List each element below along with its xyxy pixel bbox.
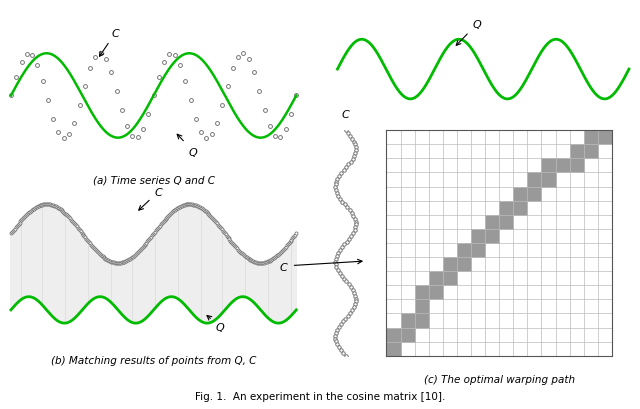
Bar: [401, 328, 415, 342]
Bar: [527, 173, 541, 187]
Bar: [429, 285, 443, 299]
Bar: [499, 201, 513, 215]
Bar: [471, 243, 485, 257]
Bar: [499, 215, 513, 229]
Bar: [387, 328, 401, 342]
Bar: [443, 272, 457, 285]
Text: $Q$: $Q$: [177, 135, 198, 158]
Bar: [541, 159, 556, 173]
Text: (c) The optimal warping path: (c) The optimal warping path: [424, 374, 575, 384]
Text: $C$: $C$: [139, 186, 164, 211]
Bar: [443, 257, 457, 272]
Bar: [598, 131, 612, 145]
Bar: [513, 201, 527, 215]
Bar: [429, 272, 443, 285]
Bar: [415, 285, 429, 299]
Text: $C$: $C$: [340, 108, 351, 120]
Bar: [570, 145, 584, 159]
Bar: [387, 342, 401, 356]
Text: (b) Matching results of points from Q, C: (b) Matching results of points from Q, C: [51, 355, 256, 365]
Bar: [556, 159, 570, 173]
Bar: [513, 187, 527, 201]
Bar: [584, 131, 598, 145]
Bar: [457, 257, 471, 272]
Bar: [415, 314, 429, 328]
Text: $C$: $C$: [279, 260, 362, 272]
Text: $Q$: $Q$: [456, 18, 483, 46]
Bar: [401, 314, 415, 328]
Text: $Q$: $Q$: [207, 316, 225, 334]
Bar: [527, 187, 541, 201]
Text: (a) Time series Q and C: (a) Time series Q and C: [93, 175, 214, 185]
Text: $C$: $C$: [99, 27, 120, 57]
Bar: [584, 145, 598, 159]
Bar: [485, 215, 499, 229]
Bar: [471, 229, 485, 243]
Text: Fig. 1.  An experiment in the cosine matrix [10].: Fig. 1. An experiment in the cosine matr…: [195, 391, 445, 401]
Bar: [457, 243, 471, 257]
Bar: [541, 173, 556, 187]
Bar: [415, 299, 429, 314]
Bar: [570, 159, 584, 173]
Bar: [485, 229, 499, 243]
